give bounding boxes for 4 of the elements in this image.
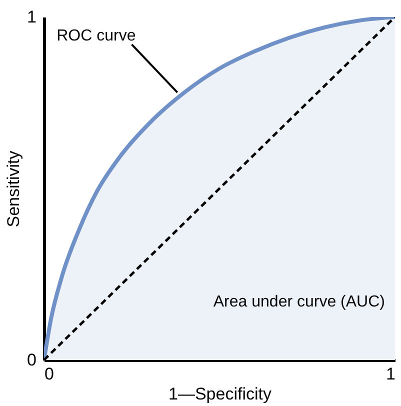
annotation: ROC curve <box>56 27 136 44</box>
x-axis-title: 1—Specificity <box>168 384 272 404</box>
y-axis-title: Sensitivity <box>4 150 24 228</box>
annotation: Area under curve (AUC) <box>213 294 385 311</box>
